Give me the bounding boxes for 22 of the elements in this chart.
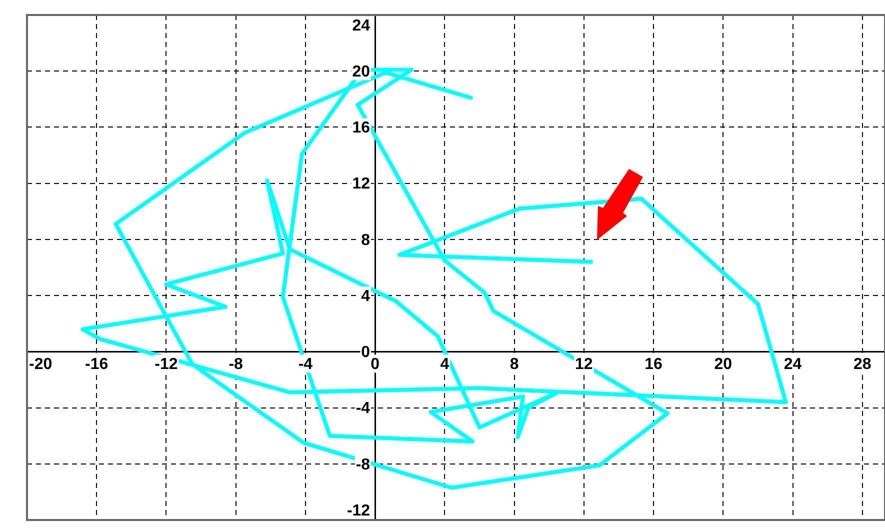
y-tick-label: 0 — [361, 344, 370, 362]
x-tick-label: 24 — [784, 356, 802, 374]
x-tick-label: -4 — [298, 356, 313, 374]
x-tick-label: 4 — [440, 356, 450, 374]
y-tick-label: 12 — [352, 176, 370, 193]
x-tick-label: 20 — [714, 356, 732, 374]
x-tick-label: -12 — [154, 356, 178, 374]
y-tick-label: -4 — [356, 400, 370, 418]
x-tick-label: 8 — [510, 356, 519, 374]
x-tick-label: -16 — [85, 356, 108, 374]
y-tick-label: 4 — [361, 288, 370, 305]
y-tick-label: -8 — [356, 456, 370, 474]
x-tick-label: -8 — [228, 356, 244, 374]
y-tick-label: 24 — [352, 17, 370, 34]
x-tick-label: 12 — [575, 356, 593, 374]
x-tick-label: -20 — [29, 356, 52, 374]
x-tick-label: 16 — [644, 356, 663, 374]
y-tick-label: 8 — [361, 232, 370, 249]
y-tick-label: -12 — [346, 502, 370, 520]
y-tick-label: 16 — [352, 120, 370, 137]
x-tick-label: 28 — [853, 356, 872, 374]
y-tick-label: 20 — [352, 64, 370, 81]
